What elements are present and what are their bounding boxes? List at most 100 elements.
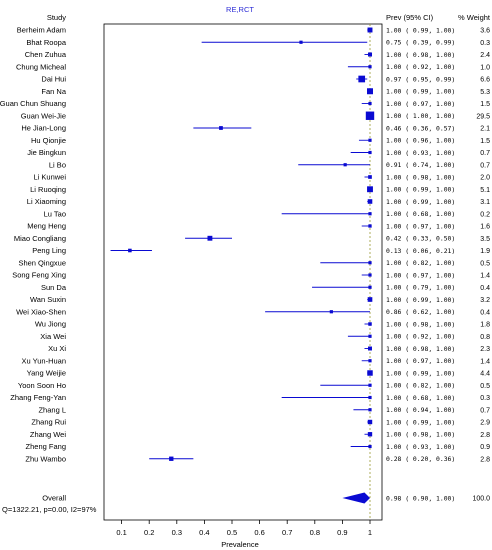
study-weight: 1.4	[480, 358, 490, 365]
point-estimate-marker	[368, 322, 372, 326]
point-estimate-marker	[368, 285, 372, 289]
point-estimate-marker	[128, 248, 132, 253]
study-weight: 0.4	[480, 285, 490, 292]
estimate-ci-text: 1.00 ( 0.99, 1.00)	[386, 88, 455, 96]
study-row: Zheng Fang 1.00 ( 0.93, 1.00) 0.9	[26, 442, 491, 451]
estimate-ci-text: 1.00 ( 0.98, 1.00)	[386, 345, 455, 353]
study-name: Li Kunwei	[33, 173, 66, 182]
point-estimate-marker	[299, 40, 303, 44]
estimate-ci-text: 1.00 ( 0.68, 1.00)	[386, 394, 455, 402]
study-weight: 0.7	[480, 407, 490, 414]
study-weight: 3.6	[480, 28, 490, 35]
study-name: Zhu Wambo	[25, 454, 66, 463]
study-weight: 2.0	[480, 175, 490, 182]
study-weight: 1.5	[480, 138, 490, 145]
study-row: Xu Yun-Huan 1.00 ( 0.97, 1.00) 1.4	[22, 356, 491, 365]
point-estimate-marker	[368, 101, 372, 106]
overall-diamond	[342, 492, 370, 504]
study-row: Zhang Wei 1.00 ( 0.98, 1.00) 2.8	[30, 430, 490, 439]
point-estimate-marker	[368, 224, 372, 228]
study-row: Zhu Wambo 0.28 ( 0.20, 0.36) 2.8	[25, 454, 490, 463]
estimate-ci-text: 0.46 ( 0.36, 0.57)	[386, 124, 455, 132]
study-row: Li Kunwei 1.00 ( 0.98, 1.00) 2.0	[33, 173, 490, 182]
estimate-ci-text: 1.00 ( 0.79, 1.00)	[386, 284, 455, 292]
point-estimate-marker	[368, 175, 372, 179]
study-weight: 1.5	[480, 101, 490, 108]
study-name: Xia Wei	[40, 332, 66, 341]
study-row: Wei Xiao-Shen 0.86 ( 0.62, 1.00) 0.4	[16, 307, 490, 316]
study-weight: 2.8	[480, 432, 490, 439]
study-name: Bhat Roopa	[26, 38, 66, 47]
study-weight: 4.4	[480, 371, 490, 378]
heterogeneity-statistics: Q=1322.21, p=0.00, I2=97%	[2, 505, 97, 514]
study-name: Dai Hui	[41, 75, 66, 84]
study-rows: Berheim Adam 1.00 ( 0.99, 1.00) 3.6 Bhat Ro…	[0, 26, 490, 464]
study-name: Xu Xi	[48, 344, 66, 353]
point-estimate-marker	[368, 346, 372, 351]
study-weight: 1.6	[480, 224, 490, 231]
point-estimate-marker	[367, 432, 373, 437]
study-name: Wan Suxin	[30, 295, 66, 304]
overall-summary: Overall 0.98 ( 0.90, 1.00) 100.0	[42, 492, 490, 504]
study-row: Guan Chun Shuang 1.00 ( 0.97, 1.00) 1.5	[0, 99, 490, 108]
point-estimate-marker	[368, 334, 372, 338]
study-weight: 0.4	[480, 309, 490, 316]
study-row: Li Bo 0.91 ( 0.74, 1.00) 0.7	[49, 160, 490, 169]
estimate-ci-text: 1.00 ( 0.92, 1.00)	[386, 333, 455, 341]
study-row: Meng Heng 1.00 ( 0.97, 1.00) 1.6	[27, 222, 490, 231]
overall-label: Overall	[42, 494, 66, 503]
x-axis-ticks: 0.1 0.2 0.3 0.4 0.5 0.6 0.7 0.8 0.9 1	[116, 520, 372, 537]
study-row: Li Xiaoming 1.00 ( 0.99, 1.00) 3.1	[27, 197, 490, 206]
point-estimate-marker	[219, 126, 223, 130]
plot-frame	[103, 23, 383, 521]
point-estimate-marker	[169, 456, 174, 461]
estimate-ci-text: 1.00 ( 0.92, 1.00)	[386, 63, 455, 71]
study-row: Chung Micheal 1.00 ( 0.92, 1.00) 1.0	[16, 62, 490, 71]
study-weight: 2.8	[480, 456, 490, 463]
x-tick-label: 0.2	[144, 528, 154, 537]
study-weight: 2.3	[480, 346, 490, 353]
study-weight: 5.3	[480, 89, 490, 96]
point-estimate-marker	[207, 235, 213, 241]
point-estimate-marker	[368, 383, 372, 387]
study-weight: 2.9	[480, 420, 490, 427]
study-weight: 3.1	[480, 199, 490, 206]
estimate-ci-text: 1.00 ( 0.97, 1.00)	[386, 357, 455, 365]
point-estimate-marker	[368, 444, 372, 449]
point-estimate-marker	[329, 310, 333, 314]
estimate-ci-text: 1.00 ( 0.68, 1.00)	[386, 210, 455, 218]
study-name: Zhang L	[38, 405, 66, 414]
study-name: Yoon Soon Ho	[18, 381, 66, 390]
estimate-ci-text: 1.00 ( 0.96, 1.00)	[386, 137, 455, 145]
estimate-ci-text: 1.00 ( 0.99, 1.00)	[386, 369, 455, 377]
study-row: Fan Na 1.00 ( 0.99, 1.00) 5.3	[41, 87, 490, 96]
estimate-ci-text: 0.13 ( 0.06, 0.21)	[386, 247, 455, 255]
estimate-ci-text: 1.00 ( 0.98, 1.00)	[386, 173, 455, 181]
estimate-ci-text: 0.75 ( 0.39, 0.99)	[386, 39, 455, 47]
point-estimate-marker	[368, 150, 372, 155]
study-weight: 29.5	[476, 113, 490, 120]
study-row: Xia Wei 1.00 ( 0.92, 1.00) 0.8	[40, 332, 490, 341]
study-weight: 1.9	[480, 248, 490, 255]
study-name: Li Xiaoming	[27, 197, 66, 206]
study-row: Xu Xi 1.00 ( 0.98, 1.00) 2.3	[48, 344, 490, 353]
study-row: Peng Ling 0.13 ( 0.06, 0.21) 1.9	[32, 246, 490, 255]
estimate-ci-text: 0.97 ( 0.95, 0.99)	[386, 75, 455, 83]
study-name: Song Feng Xing	[12, 271, 66, 280]
study-weight: 3.5	[480, 236, 490, 243]
study-row: Yang Weijie 1.00 ( 0.99, 1.00) 4.4	[27, 369, 490, 378]
study-name: Shen Qingxue	[18, 258, 66, 267]
estimate-ci-text: 1.00 ( 0.99, 1.00)	[386, 296, 455, 304]
study-name: Lu Tao	[44, 209, 66, 218]
study-weight: 3.2	[480, 297, 490, 304]
estimate-ci-text: 1.00 ( 0.99, 1.00)	[386, 26, 455, 34]
weight-column-header: % Weight	[458, 13, 491, 22]
x-tick-label: 0.1	[116, 528, 126, 537]
point-estimate-marker	[367, 370, 373, 376]
estimate-ci-text: 1.00 ( 0.97, 1.00)	[386, 100, 455, 108]
study-row: Hu Qionjie 1.00 ( 0.96, 1.00) 1.5	[31, 136, 490, 145]
study-row: Chen Zuhua 1.00 ( 0.98, 1.00) 2.4	[25, 50, 490, 59]
study-row: Bhat Roopa 0.75 ( 0.39, 0.99) 0.3	[26, 38, 490, 47]
study-row: Jie Bingkun 1.00 ( 0.93, 1.00) 0.7	[27, 148, 490, 157]
